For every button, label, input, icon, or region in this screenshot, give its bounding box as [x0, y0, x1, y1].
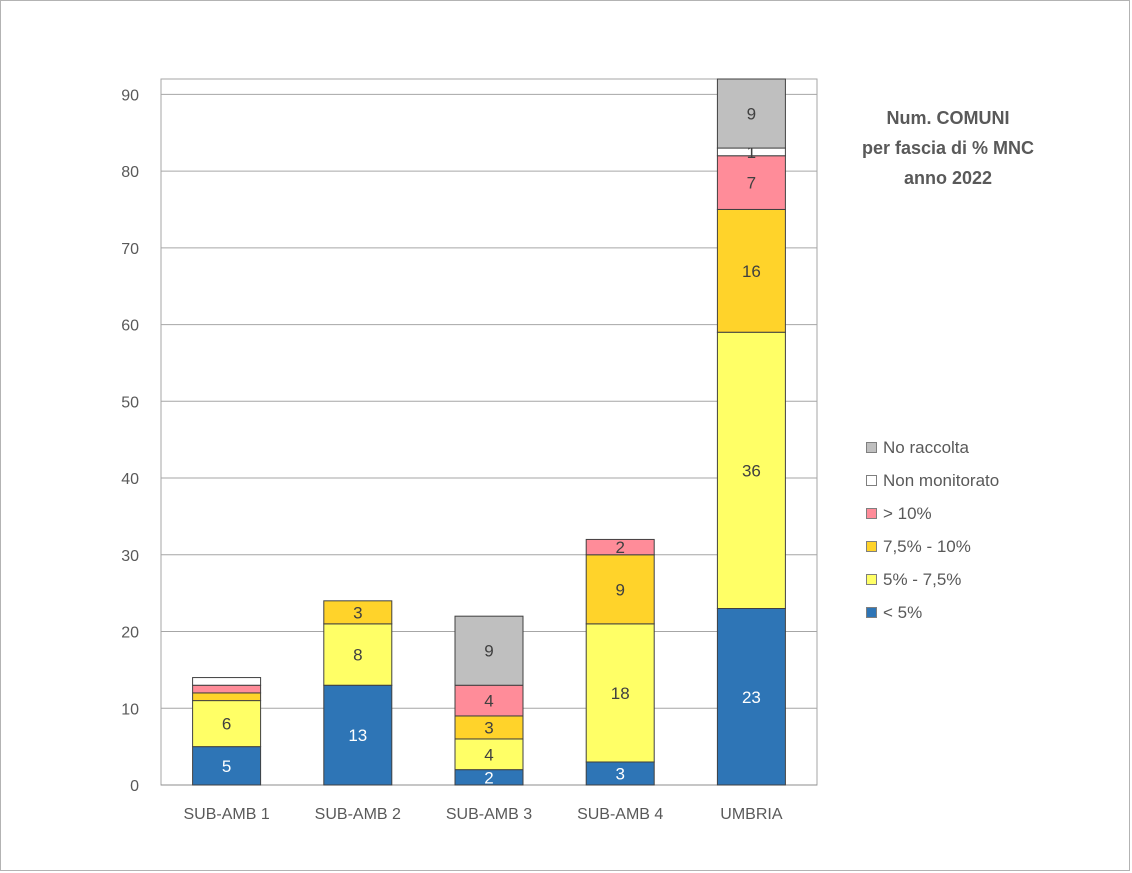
legend-item: 7,5% - 10%: [866, 530, 999, 563]
data-label: 4: [484, 692, 493, 711]
data-label: 7: [747, 174, 756, 193]
y-tick-label: 90: [121, 87, 139, 104]
y-tick-label: 30: [121, 548, 139, 565]
bar-segment: [454, 738, 524, 771]
x-tick-label: UMBRIA: [720, 806, 783, 823]
bar-segment: [585, 554, 655, 625]
data-label: 3: [615, 764, 624, 783]
data-label: 4: [484, 745, 493, 764]
data-label: 2: [484, 768, 493, 787]
x-tick-label: SUB-AMB 4: [577, 806, 663, 823]
data-label: 23: [742, 688, 761, 707]
legend-item: No raccolta: [866, 431, 999, 464]
x-tick-label: SUB-AMB 2: [315, 806, 401, 823]
bar-segment: [454, 615, 524, 686]
y-tick-label: 60: [121, 318, 139, 335]
y-tick-label: 20: [121, 625, 139, 642]
legend-swatch: [866, 475, 877, 486]
bar-segment: [716, 608, 786, 786]
x-axis: SUB-AMB 1 SUB-AMB 2 SUB-AMB 3 SUB-AMB 4 UMBR…: [183, 806, 782, 823]
data-label: 1: [747, 143, 756, 162]
legend-swatch: [866, 607, 877, 618]
legend-label: 5% - 7,5%: [883, 569, 962, 589]
y-tick-label: 50: [121, 394, 139, 411]
y-tick-label: 70: [121, 241, 139, 258]
data-label: 13: [348, 726, 367, 745]
data-label: 6: [222, 715, 231, 734]
y-tick-label: 10: [121, 701, 139, 718]
bar-segment: [323, 684, 393, 786]
legend-swatch: [866, 442, 877, 453]
bars: 5 6 13 8 3 2 4 3 4 9 3 18 9 2 23 36 16 7 1 9: [192, 78, 786, 787]
legend-swatch: [866, 574, 877, 585]
legend-item: Non monitorato: [866, 464, 999, 497]
x-tick-label: SUB-AMB 1: [183, 806, 269, 823]
data-label: 9: [615, 580, 624, 599]
bar-segment: [192, 677, 262, 686]
y-tick-label: 40: [121, 471, 139, 488]
bar-segment: [585, 538, 655, 556]
legend-item: < 5%: [866, 596, 999, 629]
data-label: 5: [222, 757, 231, 776]
data-label: 2: [615, 538, 624, 557]
legend-label: > 10%: [883, 503, 932, 523]
chart-title-line-1: Num. COMUNI: [886, 108, 1010, 128]
y-tick-label: 80: [121, 164, 139, 181]
data-label: 9: [747, 105, 756, 124]
data-label: 16: [742, 262, 761, 281]
bar-segment: [716, 78, 786, 149]
data-label: 9: [484, 642, 493, 661]
legend-label: < 5%: [883, 602, 923, 622]
chart-title-line-3: anno 2022: [903, 168, 993, 188]
y-axis: 0 10 20 30 40 50 60 70 80 90: [121, 87, 139, 795]
bar-segment: [716, 208, 786, 333]
bar-segment: [323, 623, 393, 686]
legend: No raccolta Non monitorato > 10% 7,5% - 10%…: [866, 431, 999, 629]
bar-segment: [192, 700, 262, 748]
legend-item: > 10%: [866, 497, 999, 530]
legend-swatch: [866, 541, 877, 552]
data-label: 3: [484, 718, 493, 737]
bar-segment: [585, 623, 655, 763]
bar-segment: [192, 746, 262, 786]
x-tick-label: SUB-AMB 3: [446, 806, 532, 823]
data-label: 8: [353, 646, 362, 665]
legend-label: No raccolta: [883, 437, 969, 457]
legend-label: 7,5% - 10%: [883, 536, 971, 556]
chart-title-line-2: per fascia di % MNC: [861, 138, 1035, 158]
legend-swatch: [866, 508, 877, 519]
bar-segment: [192, 684, 262, 694]
legend-label: Non monitorato: [883, 470, 1000, 490]
data-label: 36: [742, 461, 761, 480]
data-label: 18: [611, 684, 630, 703]
y-tick-label: 0: [130, 778, 139, 795]
chart-title: Num. COMUNI per fascia di % MNC anno 202…: [838, 103, 1058, 193]
data-label: 3: [353, 603, 362, 622]
bar-segment: [192, 692, 262, 702]
bar-segment: [716, 331, 786, 609]
legend-item: 5% - 7,5%: [866, 563, 999, 596]
bar-segment: [323, 600, 393, 625]
